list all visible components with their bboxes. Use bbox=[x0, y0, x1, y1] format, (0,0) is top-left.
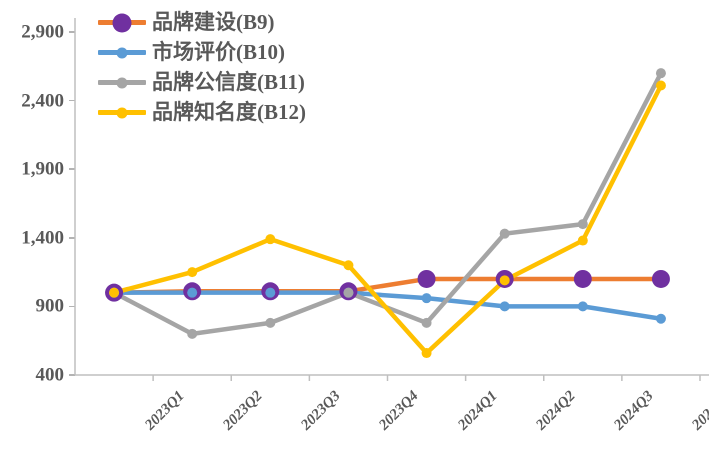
legend-swatch bbox=[98, 41, 146, 65]
series-data-point bbox=[499, 275, 510, 286]
legend-swatch bbox=[98, 11, 146, 35]
legend-swatch bbox=[98, 101, 146, 125]
series-data-point bbox=[573, 269, 592, 288]
series-line bbox=[111, 83, 664, 356]
series-data-point bbox=[109, 287, 120, 298]
series-data-point bbox=[577, 301, 588, 312]
legend-label: 品牌建设(B9) bbox=[152, 10, 275, 34]
legend-item[interactable]: 品牌公信度(B11) bbox=[98, 68, 306, 97]
series-data-point bbox=[187, 267, 198, 278]
series-line bbox=[111, 290, 664, 321]
y-axis-tick-label: 1,900 bbox=[21, 158, 64, 180]
series-data-point bbox=[417, 269, 436, 288]
y-axis-tick-mark bbox=[69, 374, 75, 376]
series-data-point bbox=[499, 301, 510, 312]
y-axis-tick-label: 2,400 bbox=[21, 90, 64, 112]
series-data-point bbox=[187, 287, 198, 298]
series-data-point bbox=[265, 234, 276, 245]
series-data-point bbox=[343, 287, 354, 298]
legend-label: 品牌公信度(B11) bbox=[152, 70, 305, 94]
legend-swatch bbox=[98, 71, 146, 95]
chart-legend: 品牌建设(B9) 市场评价(B10) 品牌公信度(B11) 品牌知名度(B12) bbox=[98, 8, 306, 127]
y-axis-tick-label: 400 bbox=[35, 364, 65, 386]
legend-item[interactable]: 品牌建设(B9) bbox=[98, 8, 306, 37]
series-data-point bbox=[265, 317, 276, 328]
legend-marker-dot bbox=[116, 47, 128, 58]
series-data-point bbox=[577, 235, 588, 246]
legend-label: 市场评价(B10) bbox=[152, 40, 285, 64]
legend-label: 品牌知名度(B12) bbox=[152, 100, 306, 124]
series-data-point bbox=[655, 313, 666, 324]
series-data-point bbox=[421, 317, 432, 328]
series-data-point bbox=[343, 260, 354, 271]
series-data-point bbox=[499, 228, 510, 239]
y-axis-tick-mark bbox=[69, 237, 75, 239]
y-axis-tick-mark bbox=[69, 99, 75, 102]
series-data-point bbox=[655, 68, 666, 79]
legend-item[interactable]: 市场评价(B10) bbox=[98, 38, 306, 67]
series-data-point bbox=[655, 80, 666, 91]
y-axis-tick-label: 900 bbox=[35, 295, 65, 317]
series-data-point bbox=[577, 219, 588, 230]
series-data-point bbox=[187, 328, 198, 339]
legend-marker-dot bbox=[116, 77, 128, 88]
y-axis-tick-mark bbox=[69, 305, 75, 308]
series-data-point bbox=[265, 287, 276, 298]
series-data-point bbox=[421, 348, 432, 359]
legend-marker-dot bbox=[116, 107, 128, 118]
y-axis-tick-mark bbox=[69, 31, 75, 33]
y-axis-tick-mark bbox=[69, 168, 75, 170]
series-data-point bbox=[421, 293, 432, 304]
y-axis-tick-label: 1,400 bbox=[21, 227, 64, 249]
y-axis-tick-label: 2,900 bbox=[21, 21, 64, 43]
legend-marker-dot bbox=[112, 13, 132, 32]
legend-item[interactable]: 品牌知名度(B12) bbox=[98, 98, 306, 127]
series-data-point bbox=[651, 269, 670, 288]
